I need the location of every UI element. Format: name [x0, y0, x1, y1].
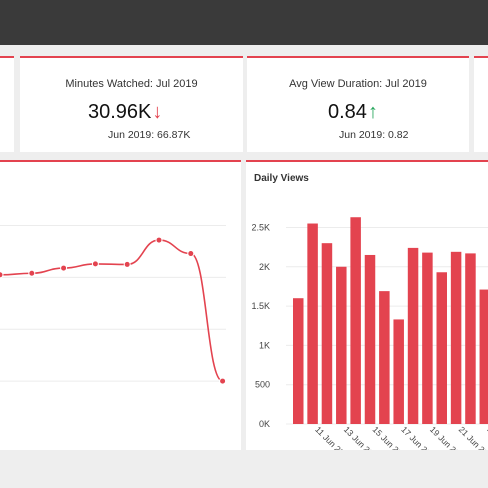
kpi-title: Minutes Watched: Jul 2019	[65, 78, 198, 90]
line-chart: Jan 2019Mar 2019May 2019Jul 2019	[0, 225, 227, 385]
bar-chart-panel: Daily Views 0K 500 1K 1.5K 2K 2.5K 11 Jun 2019…	[246, 160, 488, 450]
y-tick-label: 1.5K	[251, 301, 270, 311]
bar	[422, 252, 433, 424]
kpi-compare: Jun 2019: 66.87K	[108, 129, 191, 141]
bar	[307, 223, 318, 424]
kpi-value-text: 0.84	[328, 101, 367, 123]
bar	[364, 254, 376, 424]
line-point	[0, 271, 4, 279]
kpi-value-text: 30.96K	[88, 101, 152, 123]
line-point	[91, 260, 99, 268]
bar	[450, 251, 462, 424]
kpi-card-avg-view-duration: Avg View Duration: Jul 2019 0.84↑ Jun 20…	[247, 56, 469, 152]
x-tick-label: 21 Jun 2019	[457, 424, 488, 450]
kpi-compare: Jun 2019: 0.82	[339, 129, 409, 141]
line-point	[123, 260, 131, 268]
line-point	[60, 264, 68, 272]
down-arrow-icon: ↓	[152, 101, 163, 123]
bar	[407, 247, 419, 424]
kpi-card-right-partial	[474, 56, 488, 152]
y-tick-label: 0K	[259, 419, 270, 429]
bar	[336, 266, 347, 424]
line-point	[219, 377, 227, 385]
kpi-title: Avg View Duration: Jul 2019	[289, 78, 427, 90]
bar	[393, 319, 404, 424]
bar	[465, 253, 476, 424]
bar	[350, 217, 361, 424]
line-point	[155, 236, 163, 244]
y-tick-label: 1K	[259, 340, 270, 350]
line-series	[0, 239, 223, 382]
bar	[479, 289, 488, 424]
kpi-card-minutes-watched: Minutes Watched: Jul 2019 30.96K↓ Jun 20…	[20, 56, 243, 152]
y-tick-label: 2.5K	[251, 222, 270, 232]
kpi-card-left-partial	[0, 56, 14, 152]
kpi-value: 0.84↑	[328, 101, 378, 124]
kpi-value: 30.96K↓	[88, 101, 162, 124]
top-header-bar	[0, 0, 488, 45]
y-tick-label: 2K	[259, 262, 270, 272]
line-chart-panel: Jan 2019Mar 2019May 2019Jul 2019	[0, 160, 241, 450]
bar	[379, 291, 390, 424]
up-arrow-icon: ↑	[367, 101, 378, 123]
bar	[436, 272, 447, 424]
bar	[293, 298, 304, 424]
line-point	[187, 250, 195, 258]
chart-title: Daily Views	[254, 173, 309, 184]
bar	[321, 243, 333, 424]
y-tick-label: 500	[255, 380, 270, 390]
line-point	[28, 269, 36, 277]
